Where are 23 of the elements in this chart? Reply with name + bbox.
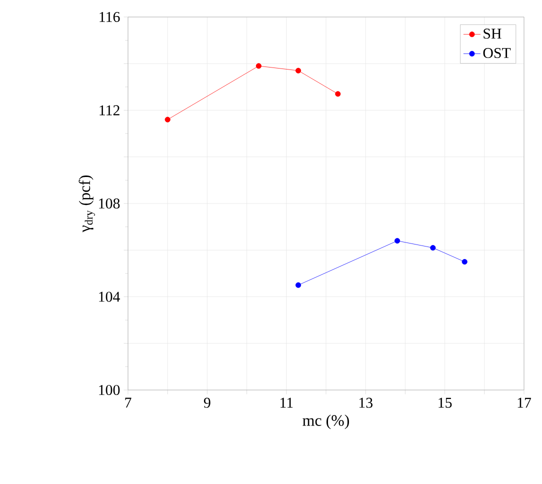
legend-label: OST — [483, 48, 511, 58]
point — [430, 245, 436, 251]
x-tick-label: 15 — [438, 398, 452, 408]
x-tick-label: 13 — [359, 398, 372, 408]
point — [295, 68, 302, 74]
point — [256, 63, 262, 69]
point — [335, 91, 341, 97]
y-tick-label: 100 — [99, 384, 120, 396]
y-tick-label: 112 — [100, 105, 120, 116]
point — [394, 238, 400, 244]
y-axis-title: γ$_{dry}$ (pcf) — [78, 176, 95, 232]
x-tick-label: 11 — [280, 398, 293, 408]
point — [462, 258, 468, 265]
legend-label: SH — [484, 28, 502, 39]
x-tick-label: 7 — [125, 398, 132, 408]
x-axis-title: mc (%) — [302, 414, 349, 430]
y-tick-label: 104 — [99, 292, 120, 302]
y-tick-label: 108 — [99, 198, 120, 209]
point — [295, 282, 302, 288]
y-tick-label: 116 — [100, 12, 120, 22]
x-tick-label: 17 — [518, 398, 532, 408]
point — [164, 116, 170, 122]
x-tick-label: 9 — [204, 398, 210, 408]
